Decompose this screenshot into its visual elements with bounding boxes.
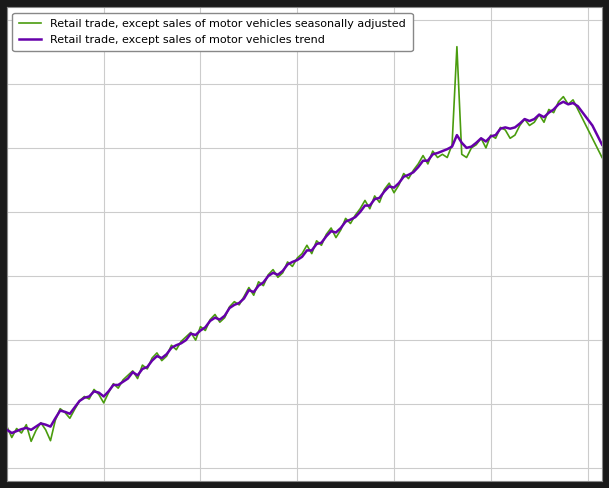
Retail trade, except sales of motor vehicles seasonally adjusted <box>599 155 606 161</box>
Retail trade, except sales of motor vehicles seasonally adjusted <box>27 438 35 444</box>
Line: Retail trade, except sales of motor vehicles seasonally adjusted: Retail trade, except sales of motor vehi… <box>7 47 602 441</box>
Retail trade, except sales of motor vehicles trend <box>8 430 15 436</box>
Retail trade, except sales of motor vehicles trend <box>47 424 54 429</box>
Legend: Retail trade, except sales of motor vehicles seasonally adjusted, Retail trade, : Retail trade, except sales of motor vehi… <box>13 13 413 51</box>
Retail trade, except sales of motor vehicles trend <box>119 379 127 385</box>
Retail trade, except sales of motor vehicles seasonally adjusted <box>119 377 127 383</box>
Retail trade, except sales of motor vehicles seasonally adjusted <box>8 434 15 440</box>
Retail trade, except sales of motor vehicles seasonally adjusted <box>351 212 359 218</box>
Retail trade, except sales of motor vehicles trend <box>599 142 606 148</box>
Line: Retail trade, except sales of motor vehicles trend: Retail trade, except sales of motor vehi… <box>7 102 602 433</box>
Retail trade, except sales of motor vehicles seasonally adjusted <box>453 44 460 50</box>
Retail trade, except sales of motor vehicles trend <box>3 427 10 433</box>
Retail trade, except sales of motor vehicles trend <box>269 270 276 276</box>
Retail trade, except sales of motor vehicles trend <box>13 428 20 434</box>
Retail trade, except sales of motor vehicles trend <box>182 337 189 343</box>
Retail trade, except sales of motor vehicles trend <box>351 214 359 220</box>
Retail trade, except sales of motor vehicles seasonally adjusted <box>3 424 10 429</box>
Retail trade, except sales of motor vehicles seasonally adjusted <box>269 267 276 273</box>
Retail trade, except sales of motor vehicles seasonally adjusted <box>182 334 189 340</box>
Retail trade, except sales of motor vehicles trend <box>560 99 567 105</box>
Retail trade, except sales of motor vehicles seasonally adjusted <box>47 438 54 444</box>
